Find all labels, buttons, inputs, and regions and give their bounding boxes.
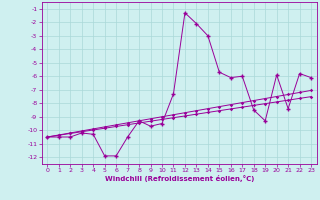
X-axis label: Windchill (Refroidissement éolien,°C): Windchill (Refroidissement éolien,°C) (105, 175, 254, 182)
